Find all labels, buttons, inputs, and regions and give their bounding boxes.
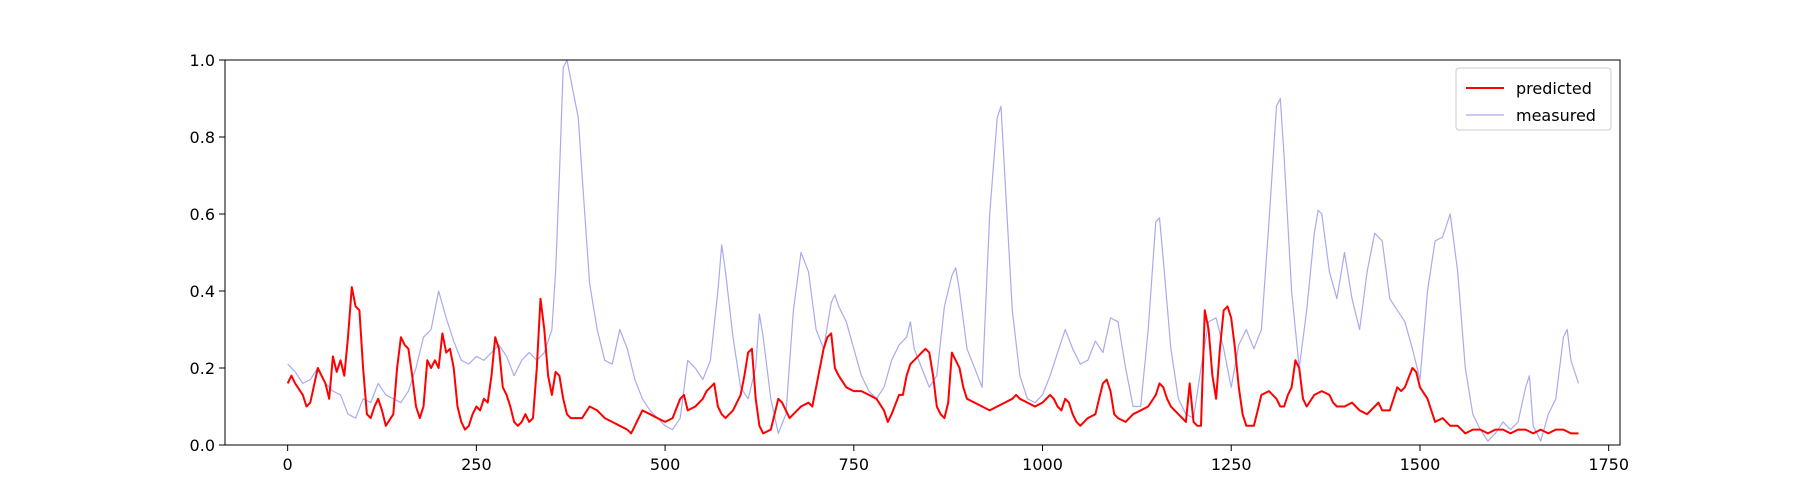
- x-tick-label: 500: [650, 455, 681, 474]
- y-axis: 0.0 0.2 0.4 0.6 0.8 1.0: [190, 51, 225, 455]
- legend-label-predicted: predicted: [1516, 79, 1592, 98]
- x-tick-label: 750: [839, 455, 870, 474]
- x-tick-label: 1750: [1588, 455, 1629, 474]
- series-layer: [286, 60, 1580, 442]
- x-axis: 0 250 500 750 1000 1250 1500 1750: [283, 445, 1629, 474]
- series-line-predicted: [286, 286, 1579, 435]
- legend: predicted measured: [1455, 67, 1612, 131]
- y-tick-label: 0.0: [190, 436, 215, 455]
- y-tick-label: 1.0: [190, 51, 215, 70]
- x-tick-label: 1500: [1400, 455, 1441, 474]
- x-tick-label: 250: [461, 455, 492, 474]
- plot-area: [286, 60, 1580, 442]
- legend-label-measured: measured: [1516, 106, 1596, 125]
- x-tick-label: 1000: [1022, 455, 1063, 474]
- x-tick-label: 0: [283, 455, 293, 474]
- y-tick-label: 0.2: [190, 359, 215, 378]
- x-tick-label: 1250: [1211, 455, 1252, 474]
- y-tick-label: 0.4: [190, 282, 215, 301]
- y-tick-label: 0.6: [190, 205, 215, 224]
- y-tick-label: 0.8: [190, 128, 215, 147]
- axes-frame: [224, 59, 1621, 446]
